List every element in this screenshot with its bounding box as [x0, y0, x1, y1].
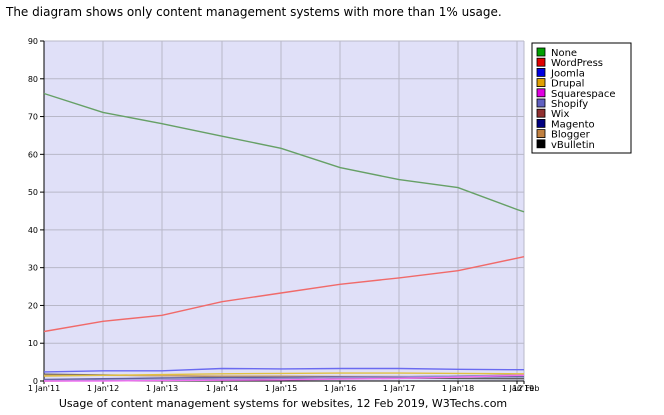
- chart-title: Usage of content management systems for …: [59, 397, 507, 410]
- y-tick-label: 90: [28, 37, 38, 46]
- x-tick-label: 1 Jan'13: [146, 384, 178, 393]
- x-tick-label: 1 Jan'18: [442, 384, 474, 393]
- tick-labels: 0 10 20 30 40 50 60 70 80 90 1 Jan'11 1 Jan'12 1 Jan…: [28, 37, 540, 393]
- legend-label: None: [551, 48, 577, 59]
- x-tick-label: 1 Jan'11: [28, 384, 60, 393]
- legend-swatch: [536, 88, 546, 98]
- series-lines: [43, 92, 525, 382]
- y-tick-label: 60: [28, 150, 38, 159]
- series-line-squarespace: [44, 374, 524, 382]
- grid-lines: [44, 40, 525, 381]
- plot-area: [44, 41, 524, 381]
- legend-label: Joomla: [550, 68, 585, 79]
- legend-label: Magento: [551, 119, 595, 130]
- legend-label: Shopify: [551, 99, 588, 110]
- x-tick-label: 1 Jan'17: [383, 384, 415, 393]
- y-tick-label: 40: [28, 226, 38, 235]
- y-tick-label: 70: [28, 113, 38, 122]
- legend-swatch: [536, 57, 546, 67]
- legend-swatch: [536, 68, 546, 77]
- x-tick-label: 1 Jan'12: [87, 384, 119, 393]
- legend-label: WordPress: [551, 58, 603, 69]
- series-line-none: [43, 92, 525, 213]
- y-tick-label: 30: [28, 264, 38, 273]
- x-tick-label: 1 Jan'15: [265, 384, 297, 393]
- intro-text: The diagram shows only content managemen…: [6, 5, 502, 19]
- y-tick-label: 0: [33, 377, 38, 386]
- legend-swatch: [536, 129, 546, 139]
- y-tick-label: 10: [28, 339, 38, 348]
- legend-swatch: [536, 47, 546, 57]
- legend-box: [531, 42, 632, 154]
- series-line-joomla: [43, 367, 524, 373]
- legend-label: Drupal: [551, 79, 584, 90]
- legend-label: vBulletin: [551, 140, 595, 151]
- x-tick-label: 1 Jan'19: [502, 384, 534, 393]
- x-tick-label: 1 Jan'16: [324, 384, 356, 393]
- y-tick-label: 20: [28, 301, 38, 310]
- legend-swatch: [536, 78, 546, 87]
- series-line-drupal: [43, 372, 524, 377]
- legend-swatch: [536, 108, 546, 118]
- legend: NoneWordPressJoomlaDrupalSquarespaceShop…: [531, 42, 632, 154]
- legend-swatch: [536, 98, 546, 108]
- legend-swatch: [536, 139, 546, 149]
- y-tick-label: 80: [28, 75, 38, 84]
- y-tick-label: 50: [28, 188, 38, 197]
- legend-label: Wix: [551, 109, 569, 120]
- legend-swatch: [536, 119, 546, 128]
- legend-label: Squarespace: [551, 89, 616, 100]
- x-tick-label: 12 Feb: [513, 384, 540, 393]
- series-line-wordpress: [43, 256, 525, 333]
- x-tick-label: 1 Jan'14: [206, 384, 238, 393]
- legend-label: Blogger: [551, 130, 591, 141]
